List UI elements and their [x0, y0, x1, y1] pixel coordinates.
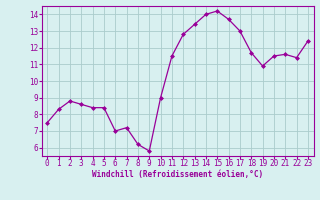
- X-axis label: Windchill (Refroidissement éolien,°C): Windchill (Refroidissement éolien,°C): [92, 170, 263, 179]
